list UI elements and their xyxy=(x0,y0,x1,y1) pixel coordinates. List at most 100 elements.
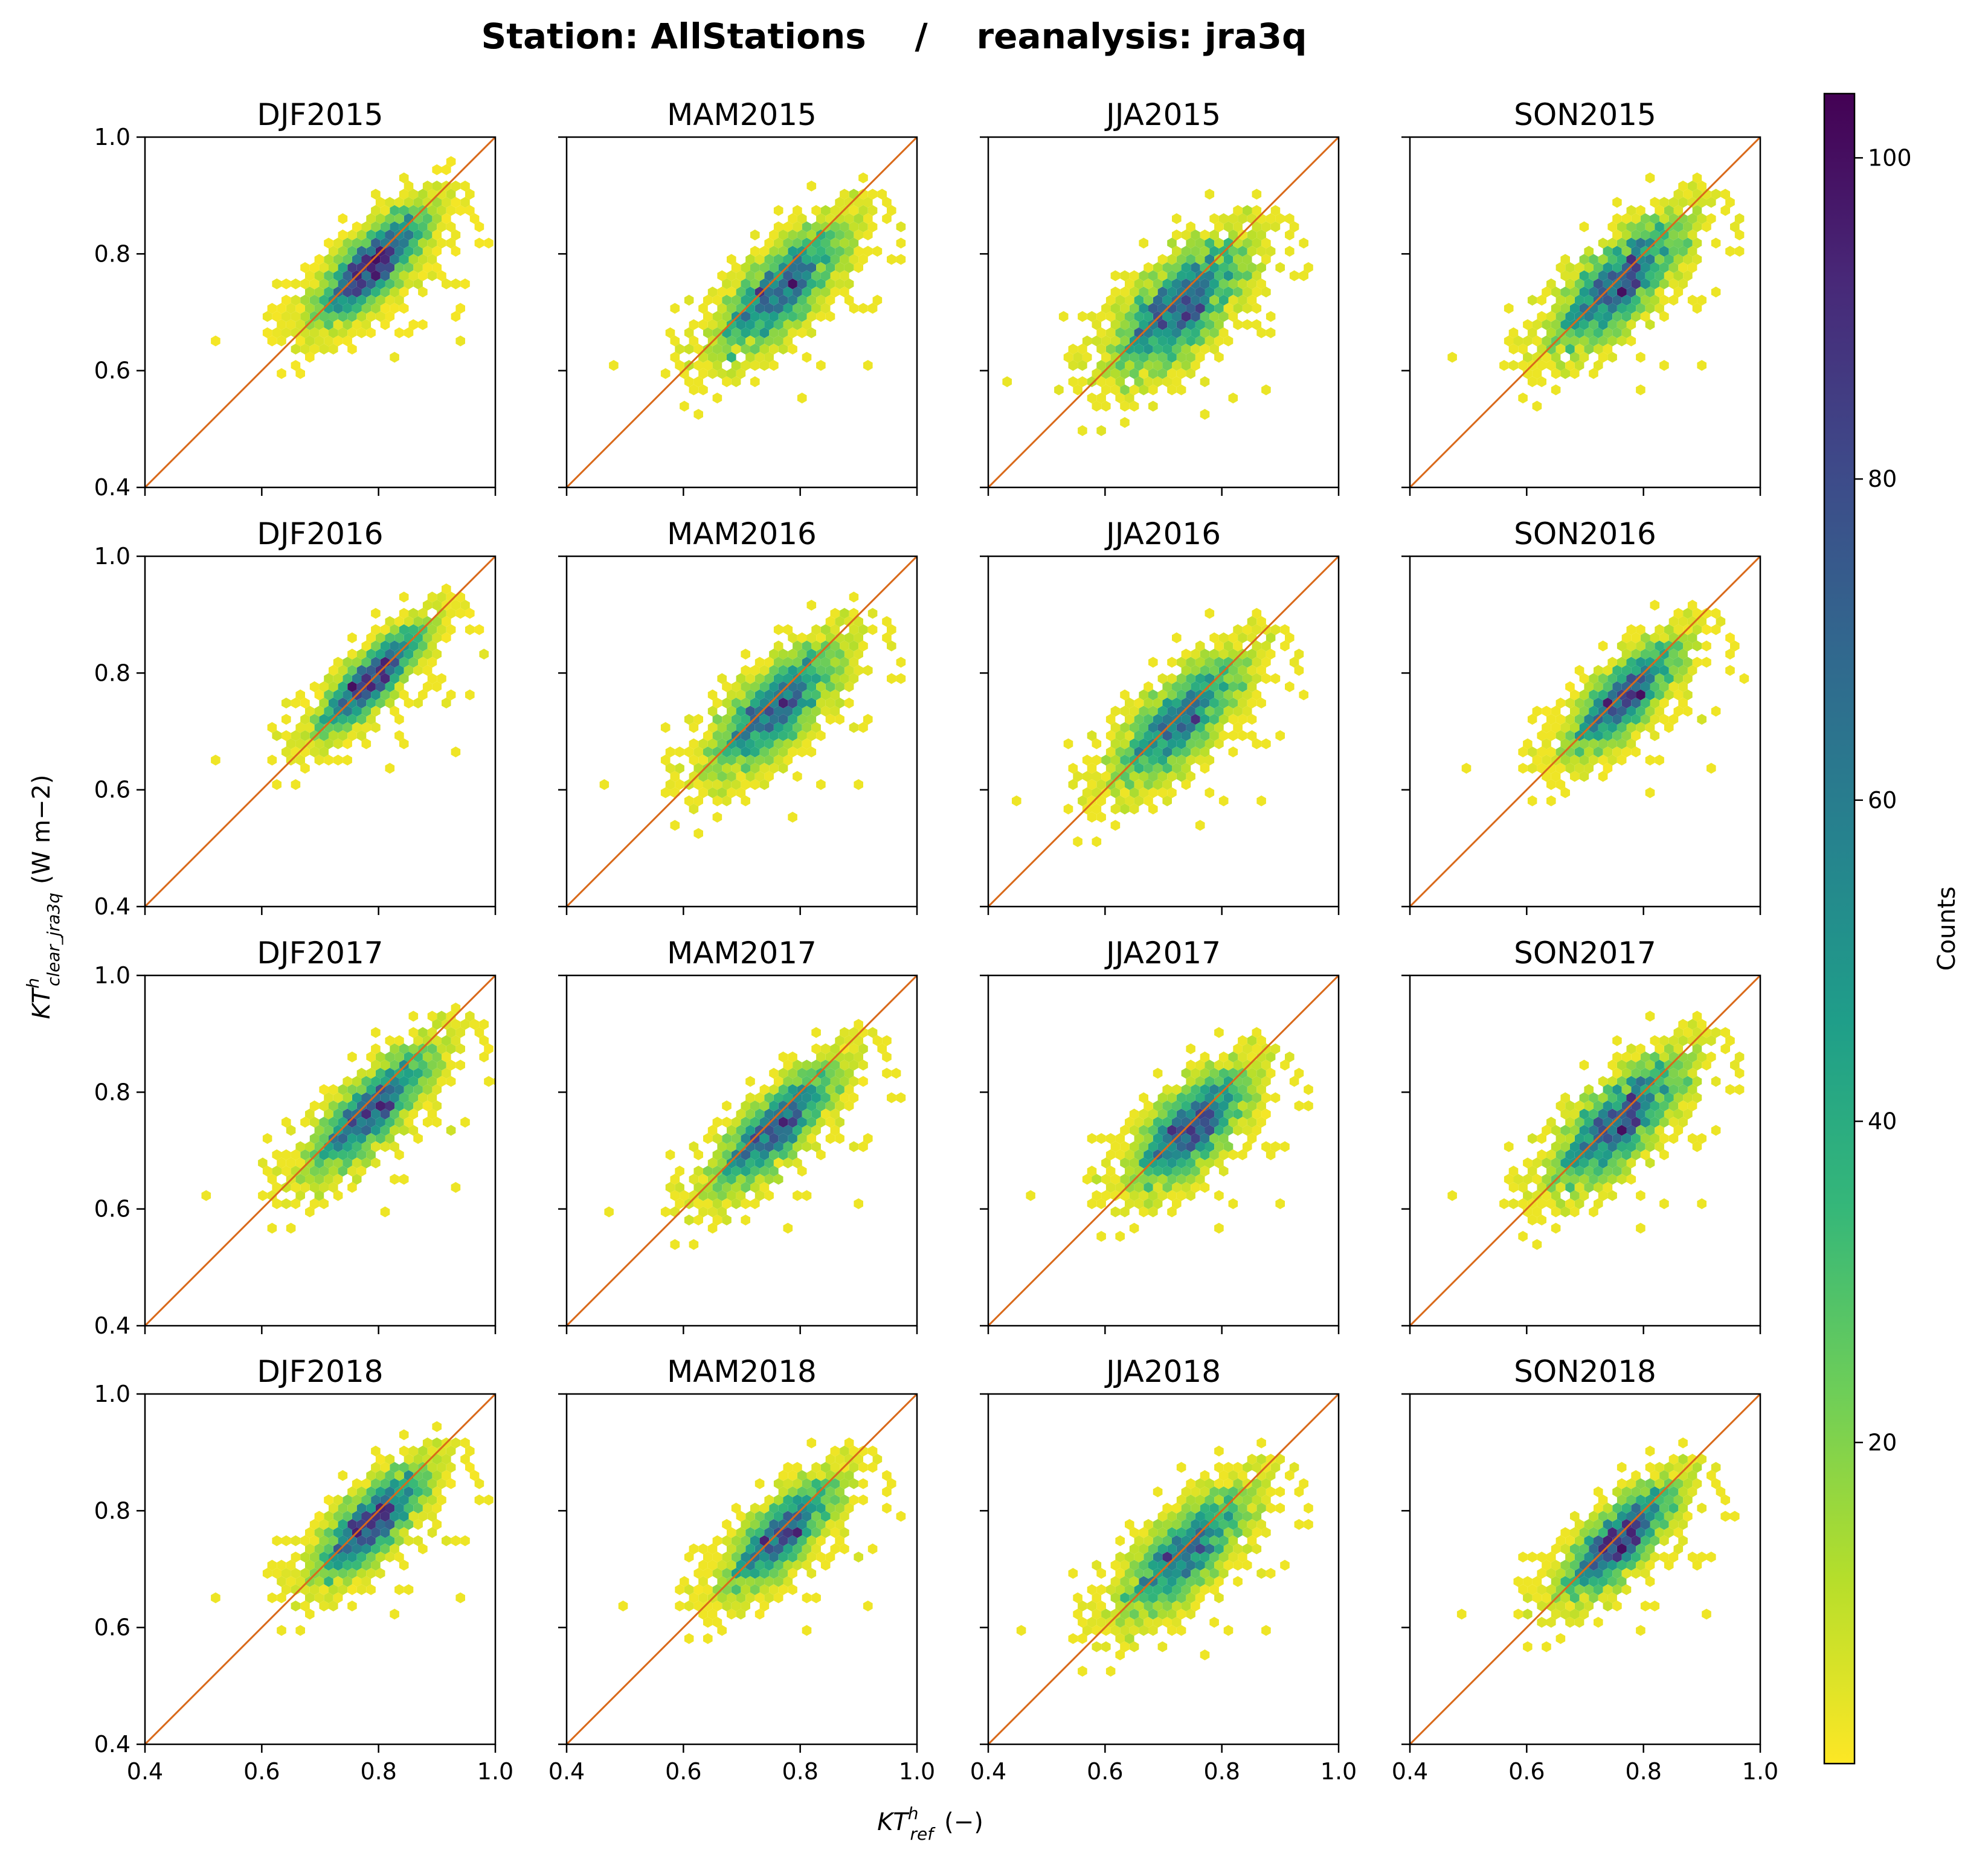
hex-bin xyxy=(1555,1568,1566,1579)
hex-bin xyxy=(844,295,854,306)
hex-bin xyxy=(1205,657,1215,668)
hex-bin xyxy=(413,1454,423,1465)
hex-bin xyxy=(1153,1182,1163,1193)
hex-bin xyxy=(1266,311,1276,322)
hex-bin xyxy=(1209,1117,1219,1128)
hex-bin xyxy=(1238,730,1247,741)
hex-bin xyxy=(1205,738,1215,750)
hex-bin xyxy=(1087,1198,1097,1209)
hex-bin xyxy=(1218,795,1229,806)
hex-bin xyxy=(867,1543,878,1555)
hex-bin xyxy=(286,1157,296,1169)
hex-bin xyxy=(1148,738,1158,750)
hex-bin xyxy=(1200,763,1210,774)
hex-bin xyxy=(788,1133,797,1144)
hex-bin xyxy=(797,262,807,273)
hex-bin xyxy=(314,738,324,750)
hex-bin xyxy=(1200,1117,1210,1128)
hex-bin xyxy=(1191,1166,1200,1177)
hex-bin xyxy=(778,327,788,338)
hex-bin xyxy=(1626,640,1636,652)
hex-bin xyxy=(394,665,404,676)
hex-bin xyxy=(1256,1437,1266,1448)
hex-bin xyxy=(867,205,878,216)
hex-bin xyxy=(1537,1198,1546,1209)
hex-bin xyxy=(1214,1157,1224,1169)
hex-bin xyxy=(1711,1462,1721,1473)
hex-bin xyxy=(455,1043,465,1055)
hex-bin xyxy=(1702,657,1711,668)
hex-bin xyxy=(769,1117,779,1128)
hex-bin xyxy=(741,779,750,790)
hex-bin xyxy=(1551,1157,1561,1169)
hex-bin xyxy=(272,1149,281,1160)
hex-bin xyxy=(830,705,840,717)
hex-bin xyxy=(712,1617,722,1628)
hex-bin xyxy=(1266,1568,1276,1579)
hex-bin xyxy=(1560,1125,1570,1136)
hex-bin xyxy=(1621,1519,1632,1530)
hex-bin xyxy=(1115,295,1125,306)
hex-bin xyxy=(1218,1149,1229,1160)
hex-bin xyxy=(333,689,343,701)
hex-bin xyxy=(1645,1511,1655,1522)
hex-bin xyxy=(1153,1584,1163,1595)
hex-bin xyxy=(1139,1190,1148,1201)
hex-bin xyxy=(1616,705,1627,717)
identity-line xyxy=(567,1394,917,1744)
hex-bin xyxy=(1537,1568,1546,1579)
hex-bin xyxy=(1186,303,1195,314)
colorbar-tick-label: 60 xyxy=(1868,787,1897,814)
hex-bin xyxy=(863,714,873,725)
hex-bin xyxy=(1612,1100,1622,1111)
hex-bin xyxy=(446,624,456,635)
hex-bin xyxy=(816,632,826,643)
hex-bin xyxy=(1659,1035,1669,1046)
hex-bin xyxy=(1233,1043,1243,1055)
hex-bin xyxy=(1716,1486,1726,1497)
hex-bin xyxy=(1616,1059,1627,1071)
hex-bin xyxy=(1626,689,1636,701)
hex-bin xyxy=(1546,1601,1556,1611)
hex-bin xyxy=(1144,1117,1153,1128)
hex-bin xyxy=(1181,1503,1191,1514)
hex-bin xyxy=(427,1462,437,1473)
hex-bin xyxy=(1129,319,1139,330)
hex-bin xyxy=(309,1100,320,1111)
hex-bin xyxy=(1092,836,1102,847)
identity-line xyxy=(988,137,1339,487)
hex-bin xyxy=(1153,1198,1163,1209)
hex-bin xyxy=(437,205,446,216)
hex-bin xyxy=(1115,1133,1125,1144)
hex-bin xyxy=(1125,1182,1134,1193)
hex-bin xyxy=(1191,681,1200,692)
hex-bin xyxy=(484,1494,494,1506)
hex-bin xyxy=(844,1084,854,1095)
hex-bin xyxy=(1570,1511,1580,1522)
hex-bin xyxy=(1129,1157,1139,1169)
hex-bin xyxy=(1195,335,1205,347)
hex-bin xyxy=(1181,1133,1191,1144)
hex-bin xyxy=(343,1076,352,1087)
hex-bin xyxy=(1242,1141,1252,1152)
hex-bin xyxy=(1640,1601,1650,1611)
hex-bin xyxy=(1195,1092,1205,1103)
hexbin-layer xyxy=(1026,1027,1313,1242)
hex-bin xyxy=(1172,1584,1182,1595)
hex-bin xyxy=(1181,1552,1191,1562)
hex-bin xyxy=(754,722,765,733)
hex-bin xyxy=(474,221,484,233)
hex-bin xyxy=(1261,1527,1271,1538)
hex-bin xyxy=(1570,738,1580,750)
hex-bin xyxy=(1129,705,1139,717)
hex-bin xyxy=(788,1486,797,1497)
hex-bin xyxy=(1139,1092,1148,1103)
hex-bin xyxy=(693,1182,703,1193)
hex-bin xyxy=(1195,1125,1205,1136)
hex-bin xyxy=(722,779,732,790)
hex-bin xyxy=(750,1166,760,1177)
hex-bin xyxy=(1560,368,1570,379)
hex-bin xyxy=(1191,1503,1200,1514)
hexbin-layer xyxy=(1456,1437,1740,1652)
hex-bin xyxy=(1157,754,1168,766)
